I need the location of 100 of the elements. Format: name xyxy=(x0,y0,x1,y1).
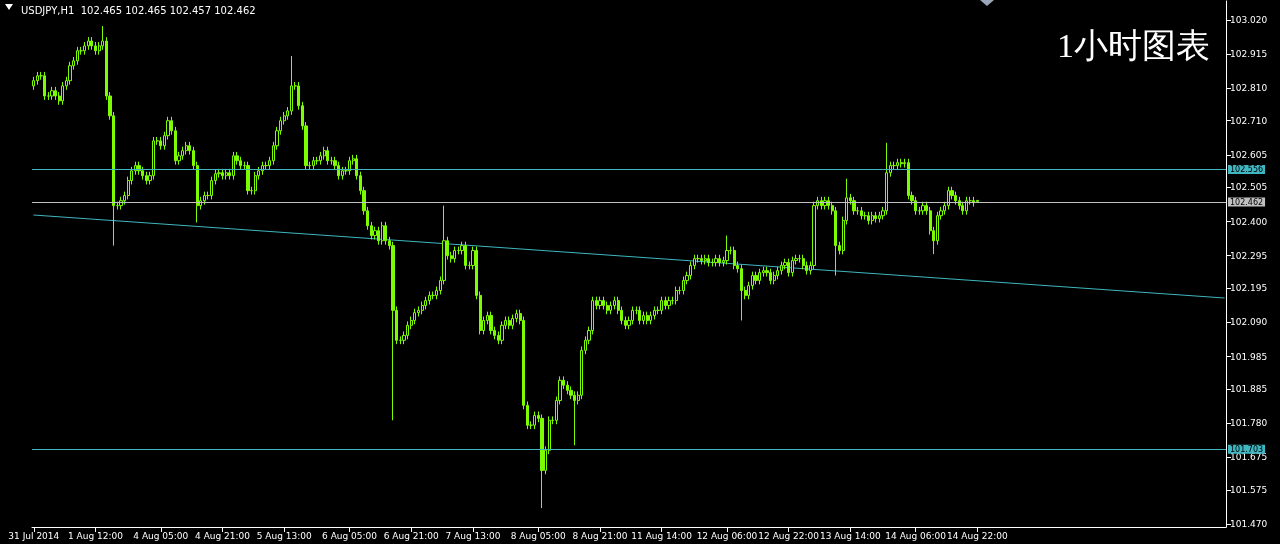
candlestick xyxy=(787,258,790,278)
candlestick xyxy=(758,268,761,285)
candlestick xyxy=(573,390,576,446)
candlestick xyxy=(225,168,228,181)
ref-line-label: 102.462 xyxy=(1230,197,1264,207)
candlestick xyxy=(733,246,736,270)
x-tick-label: 13 Aug 14:00 xyxy=(820,530,881,541)
y-tick-label: 102.295 xyxy=(1230,250,1268,261)
candlestick xyxy=(740,264,743,321)
candlestick xyxy=(961,201,964,216)
candlestick xyxy=(566,380,569,395)
candlestick xyxy=(428,290,431,305)
candlestick xyxy=(602,296,605,310)
y-tick-label: 102.090 xyxy=(1230,317,1268,328)
candlestick xyxy=(254,171,257,196)
candlestick xyxy=(239,156,242,170)
candlestick xyxy=(646,311,649,325)
candlestick xyxy=(867,211,870,225)
x-tick-label: 5 Aug 13:00 xyxy=(256,530,312,541)
candlestick xyxy=(68,61,72,86)
x-tick-label: 4 Aug 05:00 xyxy=(133,530,189,541)
y-tick-label: 102.810 xyxy=(1230,83,1268,94)
x-tick-label: 14 Aug 22:00 xyxy=(947,530,1009,541)
candlestick xyxy=(606,301,609,315)
candlestick xyxy=(714,254,718,267)
y-tick-label: 102.400 xyxy=(1230,216,1268,227)
y-tick-label: 101.575 xyxy=(1230,484,1268,495)
x-tick-label: 11 Aug 14:00 xyxy=(631,530,693,541)
x-tick-label: 6 Aug 05:00 xyxy=(322,530,378,541)
candlestick xyxy=(878,211,881,224)
candlestick xyxy=(181,146,184,161)
candlestick xyxy=(90,36,93,51)
candlestick xyxy=(874,211,877,224)
candlestick xyxy=(631,305,634,325)
candlestick xyxy=(896,158,899,170)
candlestick xyxy=(511,314,514,330)
candlestick xyxy=(707,254,710,267)
candlestick xyxy=(319,151,322,166)
candlestick xyxy=(769,268,772,285)
candlestick xyxy=(337,161,340,181)
y-tick-label: 101.675 xyxy=(1230,452,1268,463)
candlestick xyxy=(834,206,837,277)
y-tick-label: 101.780 xyxy=(1230,418,1268,429)
x-tick-label: 12 Aug 22:00 xyxy=(758,530,820,541)
candlestick xyxy=(326,146,329,166)
candlestick xyxy=(664,296,667,310)
y-tick-label: 102.915 xyxy=(1230,49,1268,60)
y-tick-label: 102.710 xyxy=(1230,115,1268,126)
ref-line-label: 102.556 xyxy=(1230,165,1264,174)
candlestick xyxy=(203,191,206,206)
candlestick xyxy=(421,301,424,315)
y-tick-label: 101.885 xyxy=(1230,384,1268,395)
y-tick-label: 102.195 xyxy=(1230,283,1268,294)
candlestick xyxy=(598,296,602,310)
candlestick xyxy=(145,171,148,185)
y-tick-label: 101.470 xyxy=(1230,519,1268,530)
y-tick-label: 102.505 xyxy=(1230,182,1268,193)
candlestick xyxy=(61,81,64,106)
candlestick xyxy=(377,226,380,246)
candlestick xyxy=(50,86,54,101)
y-tick-label: 102.605 xyxy=(1230,149,1268,160)
candlestick xyxy=(87,36,90,51)
candlestick xyxy=(83,41,86,56)
candlestick xyxy=(323,146,326,161)
candlestick xyxy=(885,142,888,216)
candlestick xyxy=(489,311,493,335)
candlestick xyxy=(141,166,144,181)
candlestick xyxy=(185,141,188,156)
candlestick xyxy=(947,186,950,211)
candlestick xyxy=(384,221,387,246)
y-tick-label: 103.020 xyxy=(1230,14,1268,25)
candlestick xyxy=(540,413,544,509)
candlestick xyxy=(54,86,57,101)
candlestick xyxy=(776,266,779,280)
candlestick xyxy=(341,166,344,181)
x-tick-label: 4 Aug 21:00 xyxy=(195,530,251,541)
annotation: 1小时图表 xyxy=(1057,26,1210,64)
x-tick-label: 12 Aug 06:00 xyxy=(696,530,758,541)
candlestick xyxy=(406,320,409,340)
candlestick xyxy=(725,235,729,265)
candlestick xyxy=(348,156,351,176)
candlestick xyxy=(613,296,616,310)
candlestick xyxy=(312,156,315,170)
candlestick xyxy=(700,254,703,265)
candlestick xyxy=(261,161,264,176)
x-tick-label: 6 Aug 21:00 xyxy=(383,530,439,541)
candlestick xyxy=(860,206,863,221)
candlestick xyxy=(246,161,250,196)
candlestick xyxy=(43,71,46,101)
x-tick-label: 1 Aug 12:00 xyxy=(68,530,124,541)
candlestick xyxy=(675,286,678,305)
candlestick xyxy=(682,276,685,295)
candlestick xyxy=(152,136,155,181)
candlestick xyxy=(852,196,856,216)
candlestick xyxy=(609,301,612,315)
candlestick xyxy=(500,320,504,345)
candlestick xyxy=(900,158,903,169)
candlestick xyxy=(791,256,794,278)
x-tick-label: 7 Aug 13:00 xyxy=(445,530,501,541)
candlestick xyxy=(32,76,35,91)
